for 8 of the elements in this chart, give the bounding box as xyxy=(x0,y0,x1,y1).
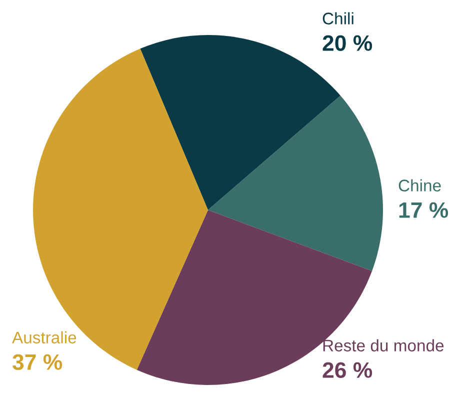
slice-label: Chine xyxy=(398,179,441,192)
slice-label: Reste du monde xyxy=(323,339,444,352)
slice-label: Australie xyxy=(12,331,76,344)
data-label: 17 % xyxy=(399,202,448,218)
slice-label: Chili xyxy=(322,12,354,24)
data-label: 26 % xyxy=(322,362,372,378)
data-label: 20 % xyxy=(322,35,372,51)
data-label: 37 % xyxy=(12,354,62,370)
